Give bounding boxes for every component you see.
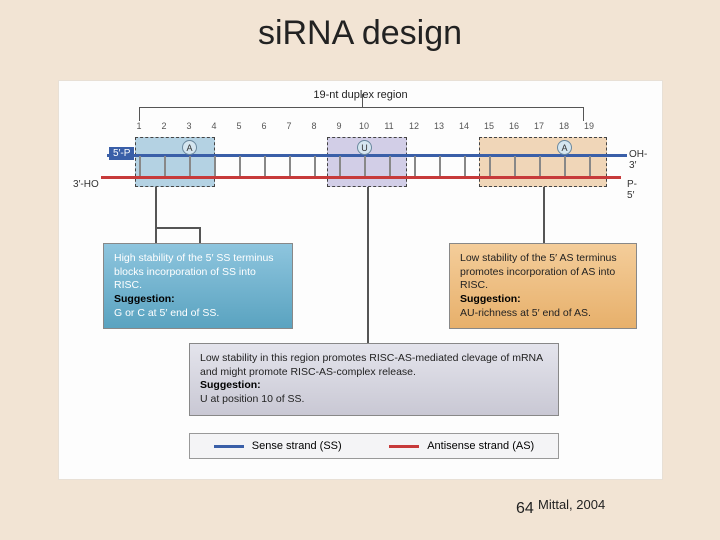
region-5-ss: [135, 137, 215, 187]
bp-tick: [214, 156, 216, 176]
bp-tick: [539, 156, 541, 176]
sense-5p-label: 5′-P: [109, 147, 134, 160]
duplex-bracket: [139, 107, 584, 121]
bp-tick: [189, 156, 191, 176]
connector-mid: [367, 187, 369, 343]
connector-left-v2: [199, 227, 201, 243]
callout-right-sugg: AU-richness at 5′ end of AS.: [460, 307, 591, 319]
legend-sense: Sense strand (SS): [214, 440, 342, 452]
connector-left-h: [155, 227, 199, 229]
nt-18: 18: [559, 121, 569, 131]
bp-tick: [414, 156, 416, 176]
nt-9: 9: [336, 121, 341, 131]
nt-19: 19: [584, 121, 594, 131]
bp-tick: [239, 156, 241, 176]
legend: Sense strand (SS) Antisense strand (AS): [189, 433, 559, 459]
callout-right-text: Low stability of the 5′ AS terminus prom…: [460, 252, 617, 291]
callout-left: High stability of the 5′ SS terminus blo…: [103, 243, 293, 329]
legend-antisense-label: Antisense strand (AS): [427, 440, 534, 452]
nt-15: 15: [484, 121, 494, 131]
legend-antisense-swatch: [389, 445, 419, 448]
base-bubble-a-right: A: [557, 140, 572, 155]
connector-left: [155, 187, 157, 243]
bp-tick: [514, 156, 516, 176]
callout-left-sugg-label: Suggestion:: [114, 293, 175, 305]
bp-tick: [464, 156, 466, 176]
legend-antisense: Antisense strand (AS): [389, 440, 534, 452]
bp-tick: [564, 156, 566, 176]
callout-mid-text: Low stability in this region promotes RI…: [200, 352, 543, 378]
bp-tick: [489, 156, 491, 176]
callout-mid-sugg: U at position 10 of SS.: [200, 393, 304, 405]
legend-sense-label: Sense strand (SS): [252, 440, 342, 452]
nt-13: 13: [434, 121, 444, 131]
bp-tick: [589, 156, 591, 176]
nt-6: 6: [261, 121, 266, 131]
callout-mid: Low stability in this region promotes RI…: [189, 343, 559, 416]
nt-5: 5: [236, 121, 241, 131]
bp-tick: [314, 156, 316, 176]
sense-3oh-label: OH-3′: [629, 149, 647, 171]
sirna-diagram: 19-nt duplex region 1 2 3 4 5 6 7 8 9 10…: [58, 80, 663, 480]
bp-tick: [289, 156, 291, 176]
antisense-strand: [101, 176, 621, 179]
duplex-region-label: 19-nt duplex region: [313, 89, 407, 101]
bp-tick: [139, 156, 141, 176]
nt-16: 16: [509, 121, 519, 131]
nt-12: 12: [409, 121, 419, 131]
bp-tick: [364, 156, 366, 176]
nt-2: 2: [161, 121, 166, 131]
nt-8: 8: [311, 121, 316, 131]
region-5-as: [479, 137, 607, 187]
anti-5p-label: P-5′: [627, 179, 644, 201]
bp-tick: [164, 156, 166, 176]
duplex-area: 1 2 3 4 5 6 7 8 9 10 11 12 13 14 15 16 1…: [79, 121, 644, 201]
nt-3: 3: [186, 121, 191, 131]
base-bubble-a-left: A: [182, 140, 197, 155]
slide-number: 64: [516, 500, 534, 518]
citation: Mittal, 2004: [538, 497, 605, 512]
bp-tick: [389, 156, 391, 176]
callout-right-sugg-label: Suggestion:: [460, 293, 521, 305]
base-bubble-u-mid: U: [357, 140, 372, 155]
nt-17: 17: [534, 121, 544, 131]
bp-tick: [264, 156, 266, 176]
nt-1: 1: [136, 121, 141, 131]
legend-sense-swatch: [214, 445, 244, 448]
callout-left-sugg: G or C at 5′ end of SS.: [114, 307, 219, 319]
callout-mid-sugg-label: Suggestion:: [200, 379, 261, 391]
anti-3oh-label: 3′-HO: [73, 179, 99, 190]
connector-right: [543, 187, 545, 243]
page-title: siRNA design: [0, 0, 720, 53]
bp-tick: [339, 156, 341, 176]
bp-tick: [439, 156, 441, 176]
callout-left-text: High stability of the 5′ SS terminus blo…: [114, 252, 274, 291]
nt-4: 4: [211, 121, 216, 131]
nt-11: 11: [384, 121, 393, 131]
nt-10: 10: [359, 121, 369, 131]
nt-7: 7: [286, 121, 291, 131]
callout-right: Low stability of the 5′ AS terminus prom…: [449, 243, 637, 329]
nt-14: 14: [459, 121, 469, 131]
